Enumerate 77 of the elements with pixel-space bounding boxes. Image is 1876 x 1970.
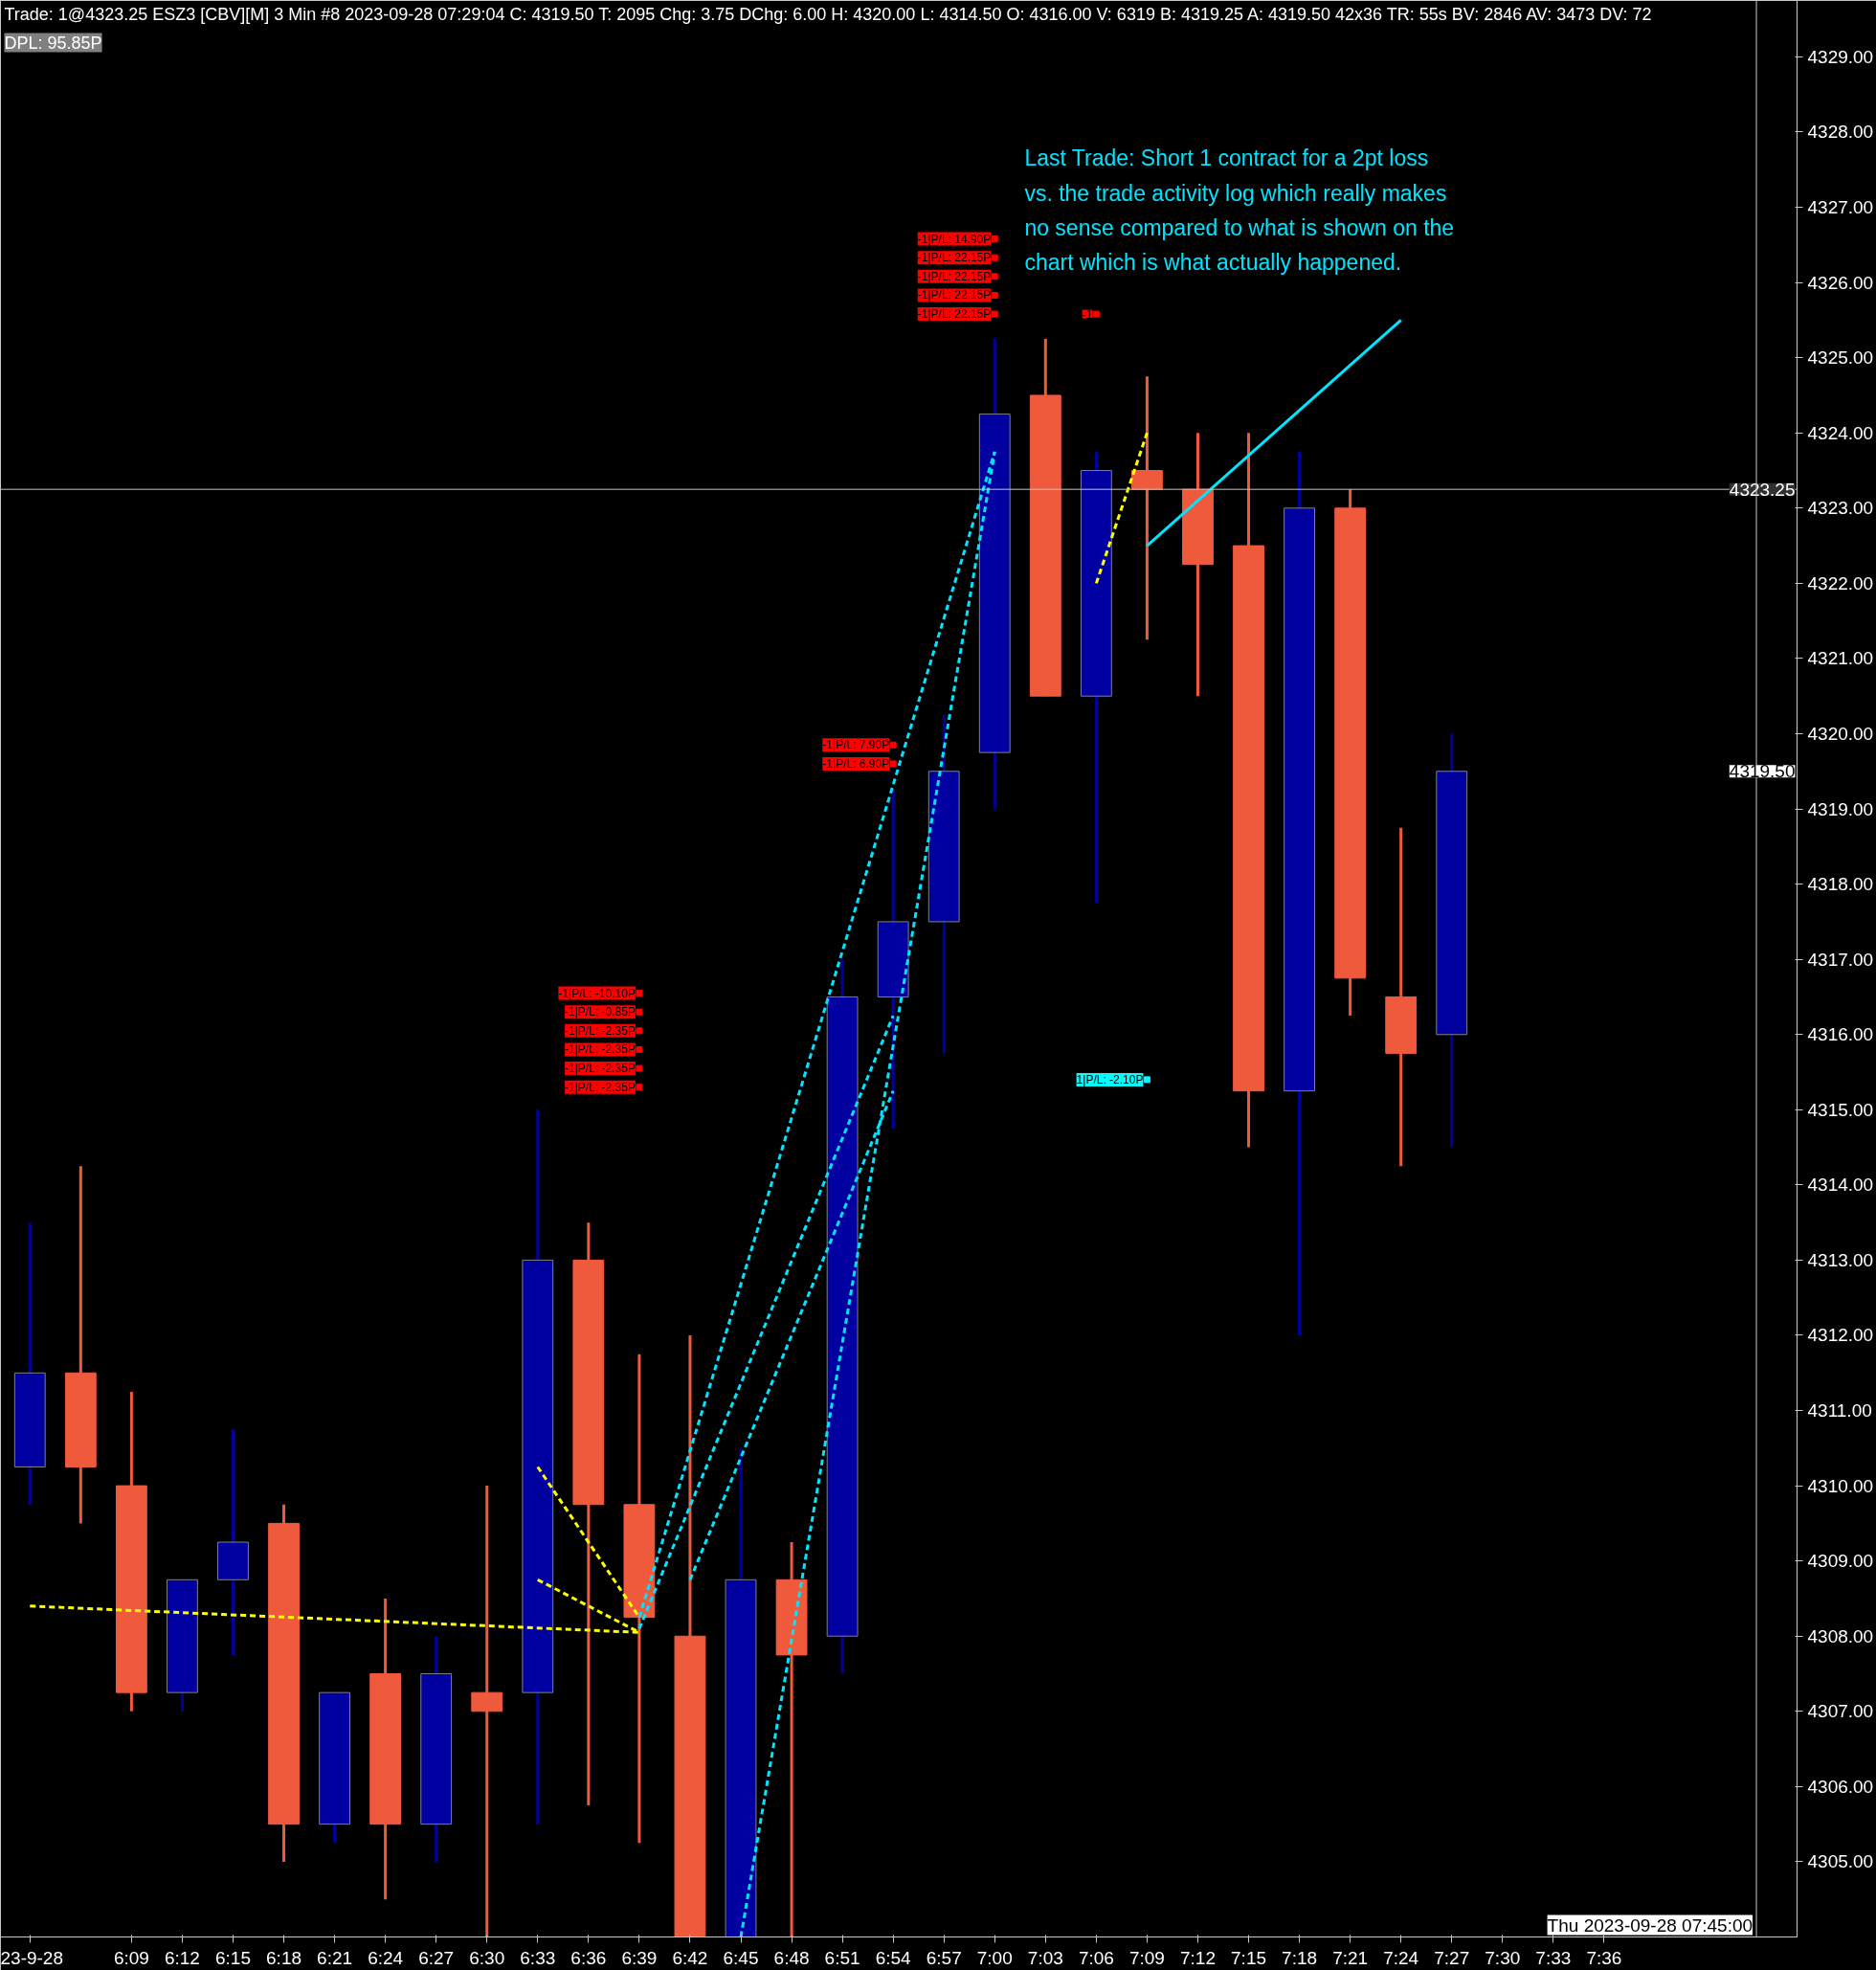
- data-label: -1|P/L: 6.90P: [822, 756, 890, 771]
- y-tick-label: 4319.00: [1807, 798, 1874, 819]
- y-tick-label: 4325.00: [1807, 347, 1874, 369]
- y-tick-label: 4315.00: [1807, 1099, 1874, 1120]
- x-tick-label: 6:09: [113, 1947, 149, 1968]
- x-tick-label: 7:03: [1027, 1947, 1063, 1968]
- y-tick-label: 4321.00: [1807, 648, 1874, 669]
- x-tick-label: 7:33: [1535, 1947, 1572, 1968]
- y-tick-label: 4312.00: [1807, 1325, 1874, 1346]
- data-label: -1|P/L: -2.35P: [565, 1042, 636, 1057]
- x-tick-label: 7:21: [1332, 1947, 1369, 1968]
- data-label: -1|P/L: 22.15P: [917, 307, 992, 322]
- annotation: 4319.50: [1729, 761, 1796, 782]
- y-tick-label: 4326.00: [1807, 272, 1874, 293]
- data-label: -1|P/L: 14.90P: [917, 232, 992, 246]
- y-tick-label: 4311.00: [1807, 1400, 1872, 1422]
- data-label: -1|P/L: -0.85P: [565, 1005, 636, 1019]
- x-tick-label: 7:18: [1282, 1947, 1318, 1968]
- data-label: -1|P/L: -2.35P: [565, 1080, 636, 1094]
- data-label: -1|P/L: 22.15P: [917, 288, 992, 302]
- x-tick-label: 6:45: [723, 1947, 759, 1968]
- y-tick-label: 4316.00: [1807, 1024, 1874, 1045]
- x-tick-label: 6:42: [672, 1947, 708, 1968]
- y-tick-label: 4309.00: [1807, 1551, 1874, 1572]
- annotation: Thu 2023-09-28 07:45:00: [1547, 1914, 1753, 1936]
- x-tick-label: 6:18: [266, 1947, 302, 1968]
- y-tick-label: 4314.00: [1807, 1175, 1874, 1196]
- data-label: -1|P/L: 22.15P: [917, 269, 992, 283]
- y-tick-label: 4322.00: [1807, 572, 1874, 593]
- x-tick-label: 7:27: [1434, 1947, 1470, 1968]
- x-tick-label: 6:15: [214, 1947, 251, 1968]
- x-tick-label: 7:36: [1586, 1947, 1622, 1968]
- ref-line-label: 4323.25: [1729, 479, 1796, 500]
- x-tick-label: 23-9-28: [0, 1947, 63, 1968]
- x-tick-label: 6:51: [824, 1947, 860, 1968]
- y-tick-label: 4324.00: [1807, 422, 1874, 443]
- annotation: Trade: 1@4323.25 ESZ3 [CBV][M] 3 Min #8 2023-09-28 07:29:04 C: 4319.50 T: 2095 Chg: 3.75 DChg: 6.00 H: 4320.00 L: 4314.50 O: 4316.00 V: 6319 B: 4319.25 A: 4319.50 42x36 TR: 55s BV: 2846 AV: 3473 DV: 72: [4, 4, 1652, 24]
- y-tick-label: 4323.00: [1807, 498, 1874, 519]
- y-tick-label: 4313.00: [1807, 1249, 1874, 1270]
- y-tick-label: 4307.00: [1807, 1701, 1874, 1722]
- data-label: -1|P/L: -2.35P: [565, 1023, 636, 1038]
- x-tick-label: 7:06: [1078, 1947, 1114, 1968]
- x-tick-label: 7:12: [1179, 1947, 1216, 1968]
- x-tick-label: 6:30: [469, 1947, 505, 1968]
- y-tick-label: 4317.00: [1807, 949, 1874, 970]
- x-tick-label: 6:33: [520, 1947, 556, 1968]
- data-label: -1|P/L: -2.35P: [565, 1062, 636, 1076]
- x-tick-label: 7:24: [1383, 1947, 1419, 1968]
- data-label: -1|P/L: 7.90P: [822, 738, 890, 752]
- annotation: DPL: 95.85P: [4, 33, 102, 53]
- x-tick-label: 6:39: [621, 1947, 658, 1968]
- y-tick-label: 4305.00: [1807, 1851, 1874, 1872]
- x-tick-label: 7:09: [1128, 1947, 1165, 1968]
- y-tick-label: 4306.00: [1807, 1776, 1874, 1797]
- data-label: -1|P/L: 22.15P: [917, 251, 992, 265]
- y-tick-label: 4310.00: [1807, 1475, 1874, 1496]
- data-label: -1|P/L: -10.10P: [558, 986, 636, 1000]
- x-tick-label: 7:00: [976, 1947, 1013, 1968]
- x-tick-label: 6:36: [570, 1947, 607, 1968]
- data-label: 1|P/L: -2.10P: [1076, 1072, 1144, 1086]
- y-tick-label: 4328.00: [1807, 122, 1874, 143]
- y-tick-label: 4318.00: [1807, 874, 1874, 895]
- x-tick-label: 6:27: [418, 1947, 455, 1968]
- x-tick-label: 7:30: [1485, 1947, 1521, 1968]
- x-tick-label: 6:12: [164, 1947, 200, 1968]
- x-tick-label: 6:48: [773, 1947, 810, 1968]
- y-tick-label: 4308.00: [1807, 1625, 1874, 1646]
- y-tick-label: 4320.00: [1807, 723, 1874, 744]
- x-tick-label: 7:15: [1231, 1947, 1267, 1968]
- x-tick-label: 6:57: [926, 1947, 962, 1968]
- x-tick-label: 6:24: [368, 1947, 404, 1968]
- x-tick-label: 6:54: [875, 1947, 912, 1968]
- y-tick-label: 4329.00: [1807, 46, 1874, 67]
- x-tick-label: 6:21: [317, 1947, 353, 1968]
- y-tick-label: 4327.00: [1807, 197, 1874, 218]
- annotation: Last Trade: Short 1 contract for a 2pt loss vs. the trade activity log which really makes no sense compared to what is shown on the chart which is what actually happened.: [1024, 146, 1455, 276]
- series-label: -1: [1082, 307, 1093, 322]
